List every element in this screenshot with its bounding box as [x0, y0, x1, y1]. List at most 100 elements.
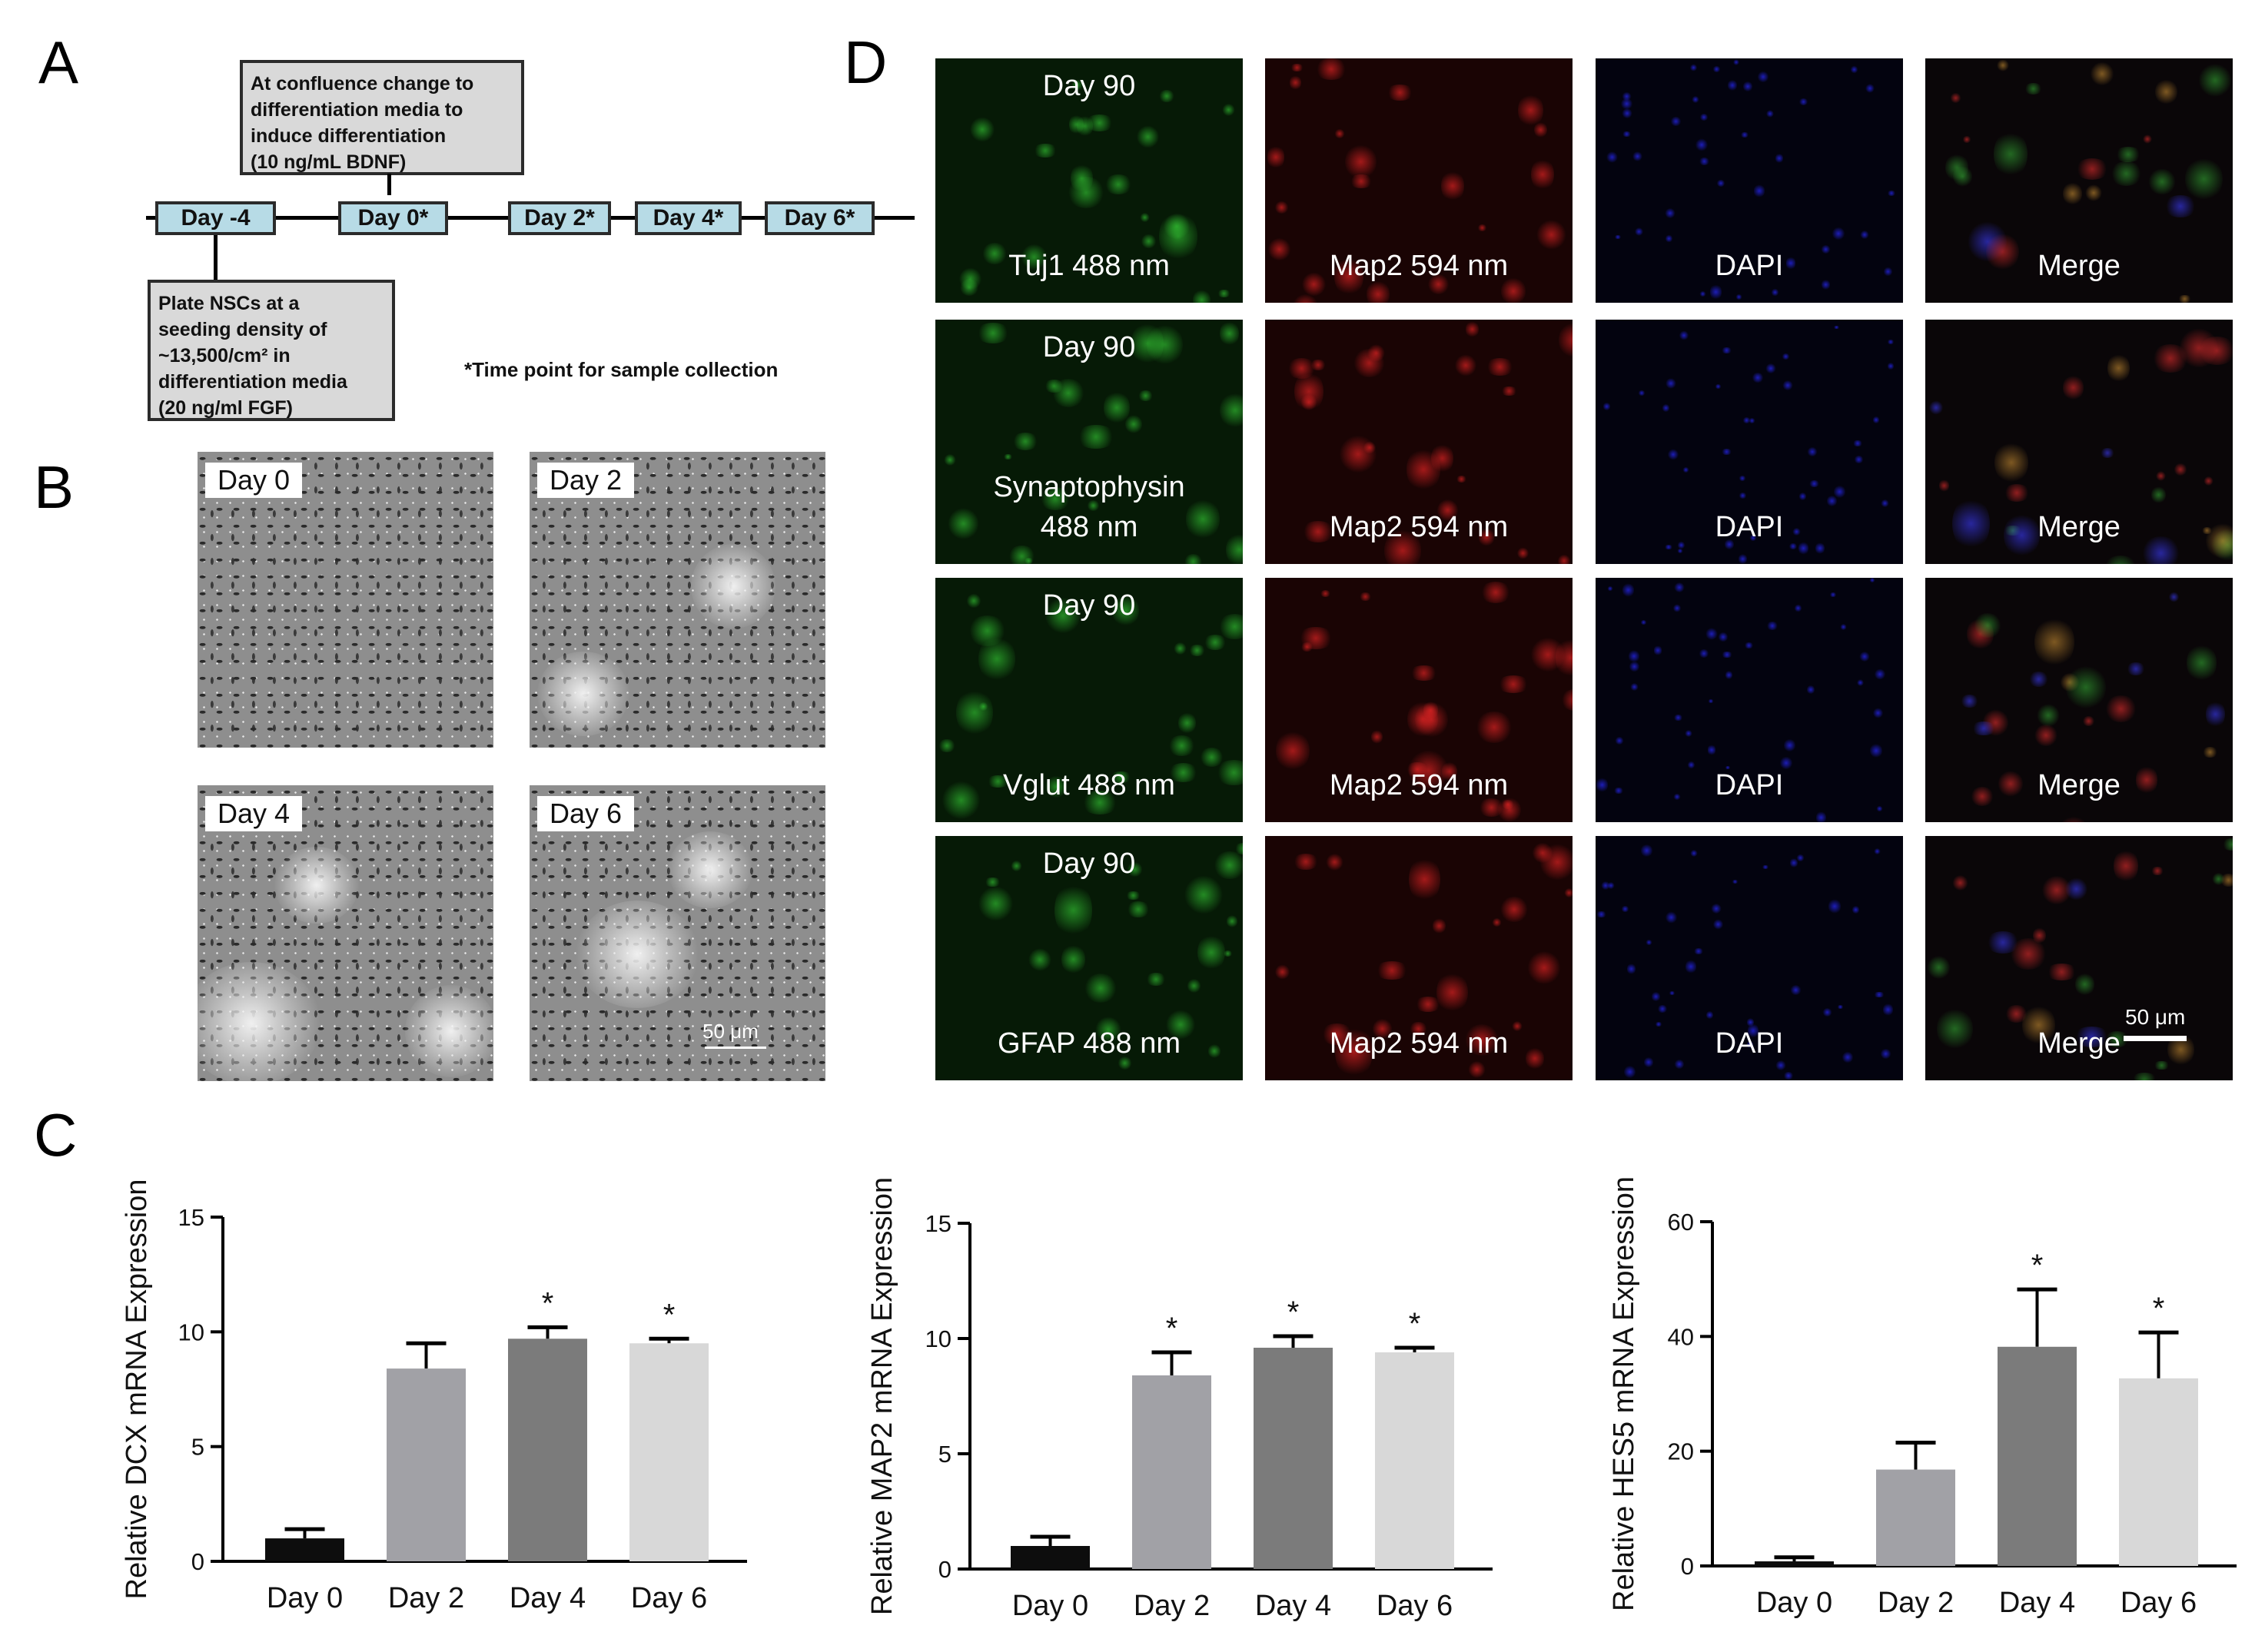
x-tick-label: Day 4 [1999, 1587, 2075, 1619]
x-tick-label: Day 4 [1255, 1590, 1331, 1622]
fluorescent-signal [1624, 1065, 1636, 1079]
fluorescent-signal [2074, 972, 2094, 997]
significance-marker: * [1287, 1295, 1300, 1329]
fluorescent-signal [2147, 169, 2177, 195]
fluorescent-signal [1651, 991, 1660, 1002]
fluorescent-signal [2201, 527, 2213, 535]
fluorescent-signal [1531, 843, 1554, 864]
fluorescent-signal [1157, 89, 1176, 103]
fluorescent-signal [959, 279, 980, 297]
fluorescent-signal [1832, 325, 1840, 330]
fluorescent-signal [1645, 939, 1652, 946]
y-tick-label: 15 [925, 1210, 951, 1237]
fluorescent-signal [1822, 1008, 1832, 1017]
plating-note-line: differentiation media [158, 371, 347, 393]
fluorescent-signal [1536, 220, 1566, 250]
fluorescent-signal [1359, 592, 1373, 602]
fluorescent-signal [1951, 874, 1969, 891]
fluorescent-signal [1184, 554, 1203, 564]
fluorescent-signal [984, 877, 1002, 887]
fluorescence-image-blue: DAPI [1596, 578, 1903, 822]
fluorescent-signal [1166, 1009, 1196, 1040]
fluorescent-signal [1491, 917, 1503, 927]
fluorescent-signal [1807, 684, 1815, 695]
fluorescence-marker-label: GFAP 488 nm [998, 1027, 1181, 1060]
fluorescent-signal [1820, 244, 1831, 254]
fluorescent-signal [1300, 272, 1327, 297]
bar [2119, 1378, 2198, 1566]
y-tick-label: 0 [191, 1548, 204, 1575]
panel-label-c: C [34, 1101, 78, 1169]
fluorescent-signal [1712, 65, 1722, 73]
fluorescent-signal [1706, 1010, 1713, 1020]
fluorescent-signal [1432, 917, 1446, 934]
fluorescent-signal [1725, 670, 1732, 680]
fluorescent-signal [2021, 1003, 2055, 1047]
fluorescent-signal [1699, 649, 1709, 658]
fluorescent-signal [1795, 603, 1802, 612]
fluorescent-signal [1454, 354, 1476, 377]
fluorescent-signal [1879, 1049, 1891, 1059]
y-tick-label: 60 [1668, 1209, 1694, 1236]
fluorescent-signal [1753, 184, 1765, 198]
fluorescent-signal [1782, 380, 1794, 391]
fluorescent-signal [1465, 320, 1480, 338]
fluorescent-signal [1622, 131, 1632, 138]
fluorescent-signal [1596, 911, 1607, 918]
fluorescent-signal [1784, 738, 1795, 752]
fluorescent-signal [1456, 476, 1468, 483]
phase-image-label: Day 0 [205, 463, 303, 498]
fluorescent-signal [1721, 347, 1733, 353]
x-tick-label: Day 6 [2121, 1587, 2197, 1619]
fluorescent-signal [1291, 294, 1320, 303]
fluorescent-signal [1699, 290, 1706, 297]
fluorescent-signal [1626, 962, 1636, 975]
fluorescence-image-red: Map2 594 nm [1265, 578, 1573, 822]
fluorescent-signal [1167, 762, 1199, 783]
fluorescent-signal [1707, 743, 1716, 756]
phase-image-day-4: Day 4 [198, 785, 493, 1081]
fluorescent-signal [2156, 470, 2166, 482]
fluorescent-signal [1711, 904, 1722, 914]
fluorescent-signal [1655, 1022, 1662, 1027]
fluorescent-signal [1517, 93, 1544, 128]
phase-image-day-2: Day 2 [530, 452, 825, 748]
fluorescent-signal [1852, 904, 1860, 915]
fluorescent-signal [1883, 267, 1893, 277]
fluorescent-signal [1926, 956, 1951, 979]
fluorescent-signal [2028, 671, 2050, 688]
phase-image-label: Day 2 [537, 463, 635, 498]
fluorescent-signal [1188, 644, 1207, 657]
fluorescent-signal [1086, 500, 1101, 512]
fluorescent-signal [1792, 527, 1802, 536]
fluorescent-signal [1613, 234, 1622, 240]
fluorescent-signal [1137, 125, 1159, 149]
panel-label-b: B [34, 453, 75, 521]
fluorescent-signal [2074, 158, 2111, 181]
fluorescent-signal [2063, 374, 2084, 402]
fluorescent-signal [1775, 1060, 1786, 1070]
fluorescent-signal [1728, 78, 1737, 91]
fluorescent-signal [1674, 1060, 1685, 1070]
fluorescent-signal [1725, 765, 1732, 769]
fluorescent-signal [1124, 891, 1141, 900]
fluorescent-signal [1665, 234, 1673, 244]
fluorescent-signal [1952, 496, 1991, 552]
fluorescent-signal [1688, 760, 1695, 769]
fluorescence-marker-label: Synaptophysin [993, 471, 1185, 503]
fluorescent-signal [1666, 911, 1678, 924]
fluorescent-signal [1564, 888, 1573, 897]
fluorescent-signal [2090, 62, 2115, 86]
y-tick-label: 40 [1668, 1323, 1694, 1350]
fluorescence-channel-label: DAPI [1715, 250, 1784, 282]
fluorescence-image-merge: Merge [1925, 578, 2233, 822]
fluorescent-signal [1632, 151, 1642, 162]
fluorescent-signal [1970, 722, 1997, 736]
fluorescent-signal [1832, 227, 1845, 241]
fluorescence-image-blue: DAPI [1596, 58, 1903, 303]
fluorescent-signal [2099, 447, 2116, 458]
fluorescent-signal [1673, 794, 1682, 800]
fluorescent-signal [1828, 898, 1841, 914]
fluorescent-signal [1868, 578, 1875, 583]
plating-note-line: ~13,500/cm² in [158, 345, 291, 367]
